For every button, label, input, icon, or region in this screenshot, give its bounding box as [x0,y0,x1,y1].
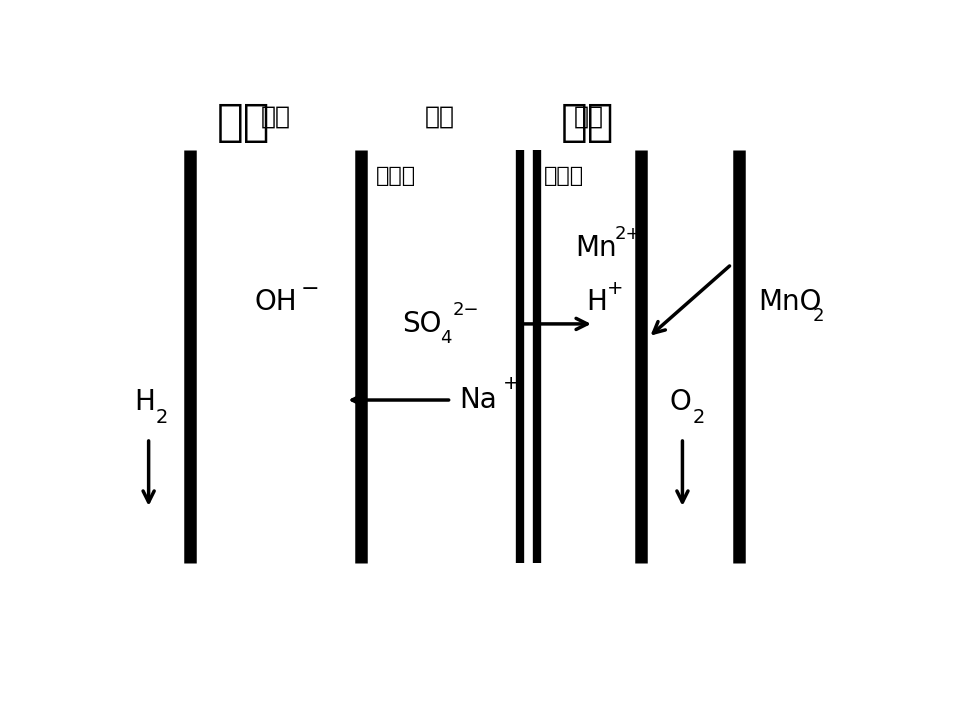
Text: 盐室: 盐室 [425,104,455,128]
Text: 阴极: 阴极 [217,101,270,144]
Text: MnO: MnO [758,288,822,316]
Text: 2: 2 [813,307,825,325]
Text: SO: SO [403,310,442,338]
Text: 酸室: 酸室 [573,104,604,128]
Text: −: − [300,279,319,299]
Text: 4: 4 [440,328,451,347]
Text: 隔膜布: 隔膜布 [543,167,583,186]
Text: Na: Na [459,386,497,414]
Text: H: H [586,288,607,316]
Text: 阳极膜: 阳极膜 [376,167,416,186]
Text: H: H [135,388,155,417]
Text: Mn: Mn [575,234,617,262]
Text: O: O [669,388,691,417]
Text: 2+: 2+ [616,225,642,243]
Text: 2: 2 [155,408,168,427]
Text: +: + [503,374,520,393]
Text: 2: 2 [693,408,705,427]
Text: OH: OH [254,288,297,316]
Text: +: + [607,279,623,298]
Text: 碱室: 碱室 [261,104,290,128]
Text: 2−: 2− [453,301,480,319]
Text: 阳极: 阳极 [561,101,615,144]
